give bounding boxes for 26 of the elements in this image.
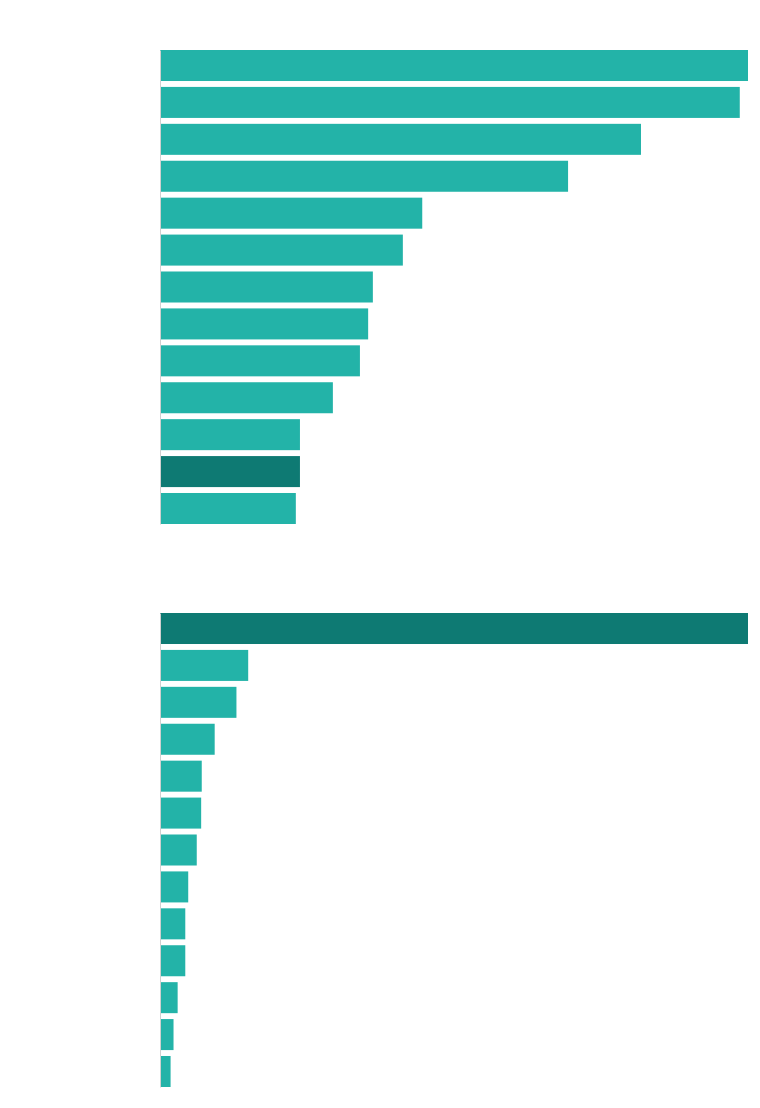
bar — [160, 982, 178, 1014]
bar — [160, 492, 296, 524]
bar — [160, 271, 373, 303]
bar — [160, 456, 300, 488]
bar — [160, 197, 423, 229]
bar — [160, 1055, 171, 1087]
bar — [160, 123, 641, 155]
bar — [160, 382, 333, 414]
bar — [160, 649, 249, 681]
bar — [160, 908, 186, 940]
bar — [160, 308, 369, 340]
bar — [160, 760, 202, 792]
bar — [160, 723, 215, 755]
bar — [160, 234, 403, 266]
bar — [160, 345, 360, 377]
bar — [160, 834, 197, 866]
bar — [160, 797, 202, 829]
bar — [160, 160, 569, 192]
bar — [160, 1019, 174, 1051]
bar — [160, 50, 748, 82]
bar — [160, 613, 748, 645]
bar — [160, 86, 740, 118]
bar — [160, 419, 300, 451]
bar — [160, 945, 186, 977]
bar — [160, 871, 189, 903]
bar — [160, 686, 237, 718]
